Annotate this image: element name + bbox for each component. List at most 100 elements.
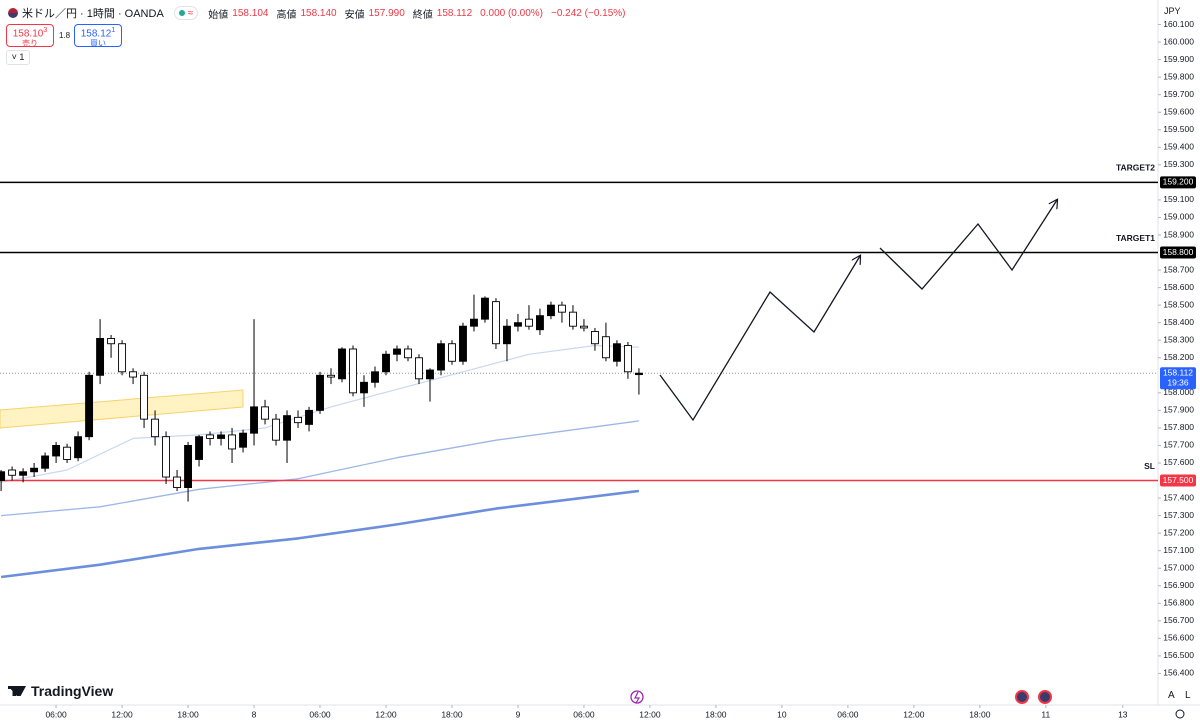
projection-arrow [879,200,1057,290]
candle-body [437,343,445,371]
candle-body [52,444,61,457]
candle-body [283,415,291,441]
event-flag[interactable] [1015,690,1029,704]
candle-body [536,315,544,331]
symbol[interactable]: 米ドル／円 · 1時間 · OANDA [22,8,164,20]
event-icon [634,691,641,704]
y-tick-label: 158.900 [1163,229,1194,239]
currency[interactable]: JPY [1164,6,1181,16]
candle-body [514,322,522,327]
y-tick-label: 156.800 [1163,598,1194,608]
level-label: TARGET2 [1116,163,1155,173]
candle-body [547,304,555,317]
price-tag-label: 159.200 [1163,177,1194,187]
candle-body [316,374,324,411]
plot: 156.400 156.500 156.600 156.700 156.800 156.9… [0,19,1196,719]
candle-body [85,374,94,438]
candle-body [448,343,456,362]
x-tick-label: 06:00 [45,709,67,719]
sell-button[interactable]: 158.103 売り [6,24,54,49]
y-tick-label: 159.400 [1163,142,1194,152]
y-tick-label: 159.800 [1163,71,1194,81]
candle-body [492,301,500,345]
candle-body [228,434,236,450]
moving-average [0,489,640,579]
sell-price: 158.10 [12,28,44,40]
sell-label: 売り [22,39,38,49]
event-icon[interactable] [630,690,644,704]
status[interactable]: ≈ [173,6,199,20]
y-tick-label: 158.300 [1163,334,1194,344]
buy-button[interactable]: 158.121 買い [74,24,122,48]
candle-body [41,455,50,469]
logo-text: TradingView [31,683,114,699]
y-tick-label: 158.400 [1163,317,1194,327]
legend-row: 米ドル／円 · 1時間 · OANDA ≈ 始値 158.104 高値 158.14… [8,5,626,21]
indicator-toggle[interactable]: ˅ 1 [6,50,30,65]
candle-body [503,325,511,345]
level-label: TARGET1 [1116,233,1155,243]
auto-scale[interactable]: A [1168,690,1175,701]
x-tick-label: 06:00 [837,709,859,719]
candle-body [415,357,423,380]
candle-body [129,371,138,378]
y-tick-label: 156.700 [1163,615,1194,625]
candle-body [74,436,83,459]
y-tick-label: 156.600 [1163,633,1194,643]
y-tick-label: 156.900 [1163,580,1194,590]
x-tick-label: 12:00 [111,709,133,719]
y-tick-label: 159.700 [1163,89,1194,99]
candle-body [404,348,412,359]
y-tick-label: 157.400 [1163,492,1194,502]
candle-body [261,406,269,420]
y-tick-label: 158.600 [1163,282,1194,292]
candle-body [426,369,434,380]
candle-body [184,444,193,488]
candle-body [96,338,105,376]
y-tick-label: 160.000 [1163,36,1194,46]
x-tick-label: 18:00 [705,709,727,719]
x-tick-label: 06:00 [309,709,331,719]
candle-body [558,304,566,313]
spread: 1.8 [59,31,71,40]
candle-body [612,343,621,362]
logo[interactable]: TradingView [8,683,113,699]
close-value: 158.112 [436,7,473,19]
event-flag[interactable] [1038,690,1052,704]
y-tick-label: 157.100 [1163,545,1194,555]
log-scale[interactable]: L [1185,690,1191,701]
x-tick-label: 12:00 [903,709,925,719]
low-value: 157.990 [368,7,405,19]
candle-body [305,409,313,425]
candle-body [393,348,401,355]
candle-body [173,476,182,488]
candle-body [371,371,379,383]
y-tick-label: 157.000 [1163,562,1194,572]
candle-body [382,353,390,373]
indicator-count: 1 [19,52,25,62]
y-tick-label: 158.700 [1163,264,1194,274]
y-tick-label: 159.500 [1163,124,1194,134]
candle-body [327,374,335,378]
y-tick-label: 160.100 [1163,19,1194,29]
current-price-tag [1160,367,1196,390]
y-tick-label: 158.200 [1163,352,1194,362]
open-label: 始値 [208,9,229,21]
zone [0,389,244,429]
y-tick-label: 159.900 [1163,54,1194,64]
settings-icon[interactable] [1175,709,1185,719]
y-tick-label: 157.600 [1163,457,1194,467]
projection-arrow [659,256,860,422]
candle-body [349,348,357,394]
candle-body [272,418,280,441]
logo-icon [8,686,26,696]
y-tick-label: 157.900 [1163,405,1194,415]
x-tick-label: 12:00 [375,709,397,719]
candle-body [459,325,467,362]
candle-body [294,416,302,424]
candle-body [579,325,588,329]
status-dot [178,10,185,16]
x-tick-label: 9 [516,709,521,719]
